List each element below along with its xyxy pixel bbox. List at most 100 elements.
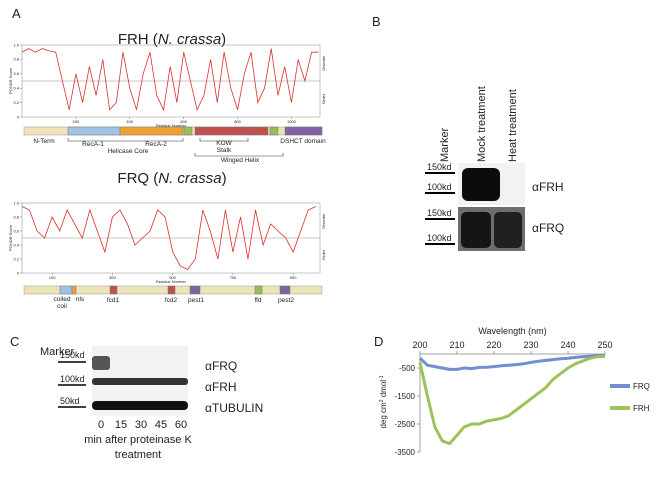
panel-label: B [372, 14, 381, 29]
domain [269, 126, 279, 136]
marker-label: 100kd [427, 182, 452, 192]
side-label: Order [321, 249, 326, 260]
lane-label: Marker [40, 346, 75, 358]
domain-label: pest1 [188, 297, 204, 304]
y-tick-label: 0.8 [13, 57, 19, 62]
side-label: Disorder [321, 55, 326, 71]
marker-label: 100kd [60, 374, 85, 384]
y-tick-label: -500 [399, 364, 416, 373]
x-tick-label: 240 [560, 340, 575, 350]
axis-title-part: 2 [379, 399, 385, 402]
domain-label: RecA-1 [82, 141, 104, 148]
x-tick-label: 400 [126, 119, 133, 124]
lane-label: Heat treatment [507, 89, 519, 162]
x-tick-label: 300 [109, 275, 116, 280]
domain-label: Winged Helix [221, 157, 260, 164]
domain-label: Stalk [217, 147, 232, 154]
marker-label: 150kd [427, 162, 452, 172]
domain [279, 285, 291, 295]
y-tick-label: 0.2 [13, 100, 19, 105]
title-part: ) [222, 170, 227, 187]
marker-label: 150kd [60, 350, 85, 360]
domain-map: coiled coil nls fcd1 fcd2 pest1 ffd pest… [23, 285, 323, 310]
domain-label: pest2 [278, 297, 294, 304]
y-tick-label: -3500 [395, 448, 416, 457]
x-axis-title: Wavelength (nm) [478, 326, 546, 336]
antibody-label: αFRQ [532, 221, 564, 235]
y-tick-label: 1.0 [13, 200, 19, 205]
domain [119, 126, 184, 136]
title-part: FRH ( [118, 31, 158, 48]
band [461, 212, 491, 248]
domain [71, 285, 77, 295]
domain-label: N-Term [33, 138, 54, 145]
lane-label: 60 [175, 419, 187, 431]
marker-line [425, 172, 455, 245]
x-tick-label: 100 [49, 275, 56, 280]
domain [189, 285, 201, 295]
western-blot: Marker Mock treatment Heat treatment 150… [425, 86, 564, 251]
domain-label: nls [76, 296, 85, 303]
series-line [418, 354, 606, 446]
lane-label: Marker [439, 127, 451, 162]
x-axis-title: Residue Number [156, 279, 187, 284]
lane-label: Mock treatment [476, 86, 488, 162]
domain [59, 285, 73, 295]
band [92, 356, 110, 370]
domain-map: N-Term RecA-1 RecA-2 Helicase Core KOW S… [23, 126, 326, 164]
band [92, 378, 188, 385]
domain [194, 126, 251, 136]
title-part: ) [221, 31, 226, 48]
series-line [418, 353, 606, 371]
x-tick-label: 1000 [287, 119, 297, 124]
y-axis-title: PONDR Score [8, 224, 13, 251]
antibody-label: αFRQ [205, 359, 237, 373]
side-label: Order [321, 93, 326, 104]
domain-label: coiled [54, 296, 71, 303]
x-tick-label: 800 [234, 119, 241, 124]
title-part: N. crassa [158, 31, 221, 48]
antibody-label: αFRH [532, 180, 564, 194]
domain-label: Helicase Core [108, 148, 149, 155]
axis-title-part: dmol [379, 380, 388, 400]
axis-title-part: deg cm [379, 402, 388, 429]
x-tick-label: 500 [169, 275, 176, 280]
marker-label: 150kd [427, 208, 452, 218]
domain-label: fcd1 [107, 297, 120, 304]
band [462, 168, 500, 201]
domain-label: KOW [216, 140, 232, 147]
panel-label: A [12, 6, 21, 21]
marker-label: 100kd [427, 233, 452, 243]
y-tick-label: 0.2 [13, 256, 19, 261]
domain [284, 126, 323, 136]
domain [249, 126, 269, 136]
antibody-label: αTUBULIN [205, 401, 263, 415]
y-tick-label: 0.4 [13, 242, 19, 247]
title-part: FRQ ( [117, 170, 158, 187]
disorder-trace [21, 206, 316, 271]
domain [254, 285, 263, 295]
y-tick-label: 0 [17, 270, 20, 275]
panel-label: D [374, 334, 383, 349]
y-tick-label: 0 [17, 114, 20, 119]
antibody-label: αFRH [205, 380, 237, 394]
x-tick-label: 700 [230, 275, 237, 280]
legend-label: FRH [633, 404, 650, 413]
y-tick-label: 0.6 [13, 71, 19, 76]
caption: min after proteinase K [84, 434, 192, 446]
domain-label: RecA-2 [145, 141, 167, 148]
domain-label: coil [57, 303, 67, 310]
domain-label: fcd2 [165, 297, 178, 304]
marker-line [58, 361, 86, 408]
panel-label: C [10, 334, 19, 349]
x-tick-label: 230 [523, 340, 538, 350]
axis-title-part: -1 [379, 375, 385, 380]
y-axis-title: PONDR Score [8, 67, 13, 94]
lane-label: 30 [135, 419, 147, 431]
y-tick-label: 0.6 [13, 228, 19, 233]
caption: treatment [115, 449, 161, 461]
x-tick-label: 250 [597, 340, 612, 350]
bracket [67, 138, 284, 157]
domain [67, 126, 121, 136]
